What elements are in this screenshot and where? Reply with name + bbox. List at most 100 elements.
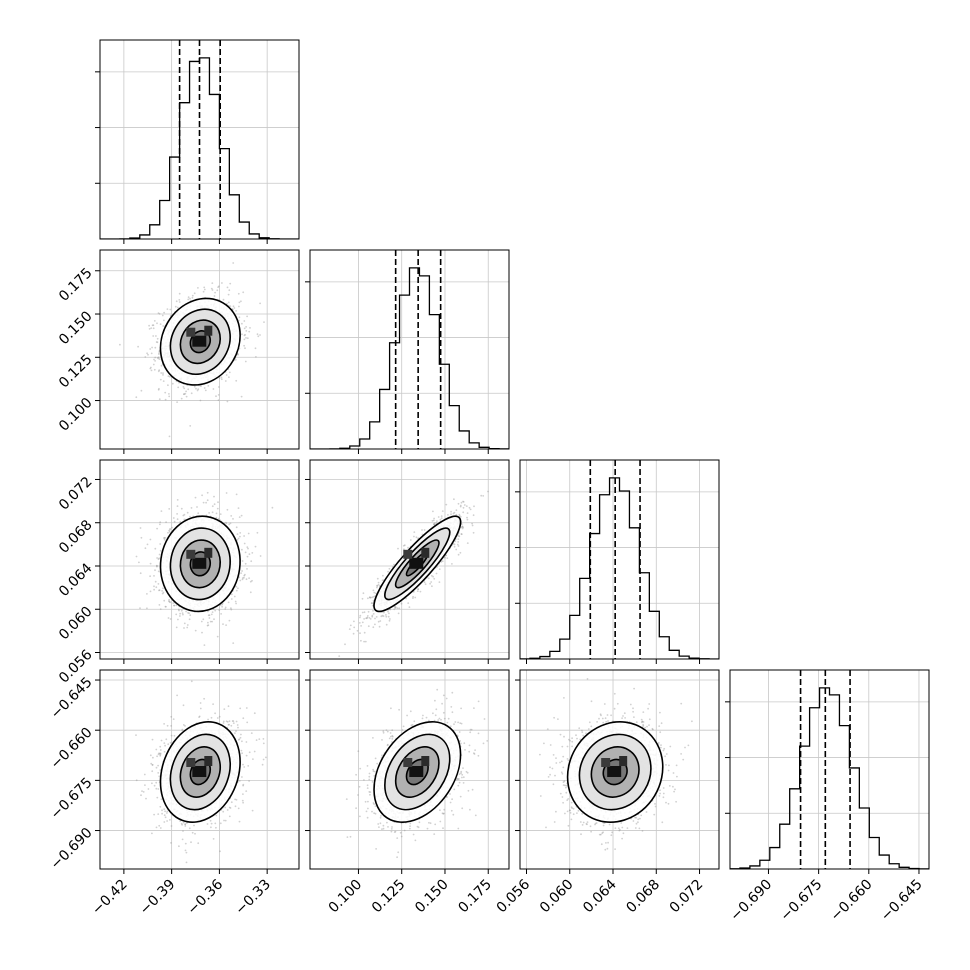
- scatter-point: [157, 570, 160, 573]
- scatter-point: [364, 640, 367, 643]
- scatter-point: [185, 610, 188, 613]
- scatter-point: [153, 368, 156, 371]
- scatter-point: [473, 505, 475, 508]
- scatter-point: [158, 824, 161, 827]
- scatter-point: [163, 723, 166, 725]
- scatter-point: [471, 524, 474, 527]
- scatter-point: [453, 543, 456, 546]
- scatter-point: [376, 585, 379, 587]
- scatter-point: [208, 512, 211, 514]
- scatter-point: [389, 618, 391, 620]
- scatter-point: [452, 512, 455, 515]
- scatter-point: [359, 616, 361, 619]
- scatter-point: [149, 590, 152, 593]
- scatter-point: [158, 398, 161, 401]
- scatter-point: [171, 526, 173, 529]
- scatter-point: [460, 526, 463, 529]
- scatter-point: [210, 613, 213, 616]
- scatter-point: [441, 560, 444, 563]
- scatter-point: [460, 533, 463, 536]
- scatter-point: [187, 388, 190, 391]
- panel-2-0: [95, 459, 300, 664]
- scatter-point: [162, 587, 164, 590]
- scatter-point: [462, 526, 465, 529]
- panel-0-0: [95, 39, 300, 244]
- scatter-point: [387, 615, 390, 618]
- scatter-point: [368, 596, 371, 599]
- scatter-point: [259, 555, 262, 557]
- scatter-point: [229, 522, 232, 525]
- scatter-point: [175, 626, 178, 629]
- scatter-point: [176, 513, 179, 515]
- scatter-point: [227, 293, 230, 296]
- scatter-point: [224, 608, 227, 610]
- scatter-point: [180, 397, 183, 400]
- panel-frame: [309, 459, 510, 660]
- scatter-point: [154, 547, 157, 550]
- scatter-point: [157, 357, 160, 360]
- scatter-point: [155, 341, 158, 343]
- scatter-point: [172, 517, 175, 519]
- panel-1-0: [95, 249, 300, 454]
- scatter-point: [259, 334, 261, 336]
- scatter-point: [457, 553, 460, 556]
- scatter-point: [219, 513, 222, 515]
- scatter-point: [161, 590, 164, 592]
- scatter-point: [447, 514, 449, 516]
- scatter-point: [184, 392, 187, 395]
- scatter-point: [151, 324, 154, 327]
- scatter-point: [157, 356, 160, 359]
- scatter-point: [156, 322, 158, 325]
- scatter-point: [203, 288, 206, 291]
- scatter-point: [211, 511, 214, 514]
- scatter-point: [363, 631, 366, 634]
- scatter-point: [160, 372, 163, 374]
- scatter-point: [381, 614, 384, 617]
- scatter-point: [146, 543, 149, 546]
- scatter-point: [182, 386, 185, 388]
- scatter-point: [168, 529, 171, 532]
- scatter-point: [204, 389, 207, 392]
- scatter-point: [455, 513, 458, 516]
- scatter-point: [244, 347, 246, 350]
- scatter-point: [441, 510, 444, 512]
- scatter-point: [369, 618, 372, 620]
- scatter-point: [462, 506, 465, 509]
- scatter-point: [139, 607, 141, 609]
- scatter-point: [433, 517, 435, 520]
- scatter-point: [228, 371, 231, 374]
- scatter-point: [197, 287, 199, 289]
- scatter-point: [216, 507, 219, 510]
- scatter-point: [152, 335, 155, 337]
- scatter-point: [462, 500, 464, 503]
- scatter-point: [151, 346, 154, 349]
- scatter-point: [188, 618, 191, 621]
- scatter-point: [241, 570, 244, 572]
- scatter-point: [435, 572, 438, 575]
- scatter-point: [159, 543, 162, 545]
- scatter-point: [232, 642, 235, 644]
- scatter-point: [158, 387, 160, 390]
- scatter-point: [195, 387, 197, 390]
- scatter-point: [244, 360, 247, 363]
- scatter-point: [235, 493, 238, 496]
- scatter-point: [191, 294, 194, 297]
- scatter-point: [135, 555, 138, 558]
- scatter-point: [178, 292, 181, 295]
- scatter-point: [226, 302, 228, 305]
- scatter-point: [158, 589, 161, 591]
- scatter-point: [445, 503, 448, 506]
- scatter-point: [233, 307, 236, 309]
- scatter-point: [239, 579, 242, 582]
- scatter-point: [189, 515, 191, 518]
- density-cell: [403, 549, 413, 559]
- scatter-point: [169, 375, 171, 378]
- scatter-point: [153, 320, 156, 322]
- scatter-point: [154, 360, 157, 362]
- scatter-point: [438, 568, 441, 570]
- scatter-point: [247, 547, 249, 550]
- scatter-point: [199, 399, 202, 402]
- scatter-point: [457, 541, 460, 543]
- scatter-point: [239, 535, 241, 538]
- scatter-point: [235, 310, 238, 312]
